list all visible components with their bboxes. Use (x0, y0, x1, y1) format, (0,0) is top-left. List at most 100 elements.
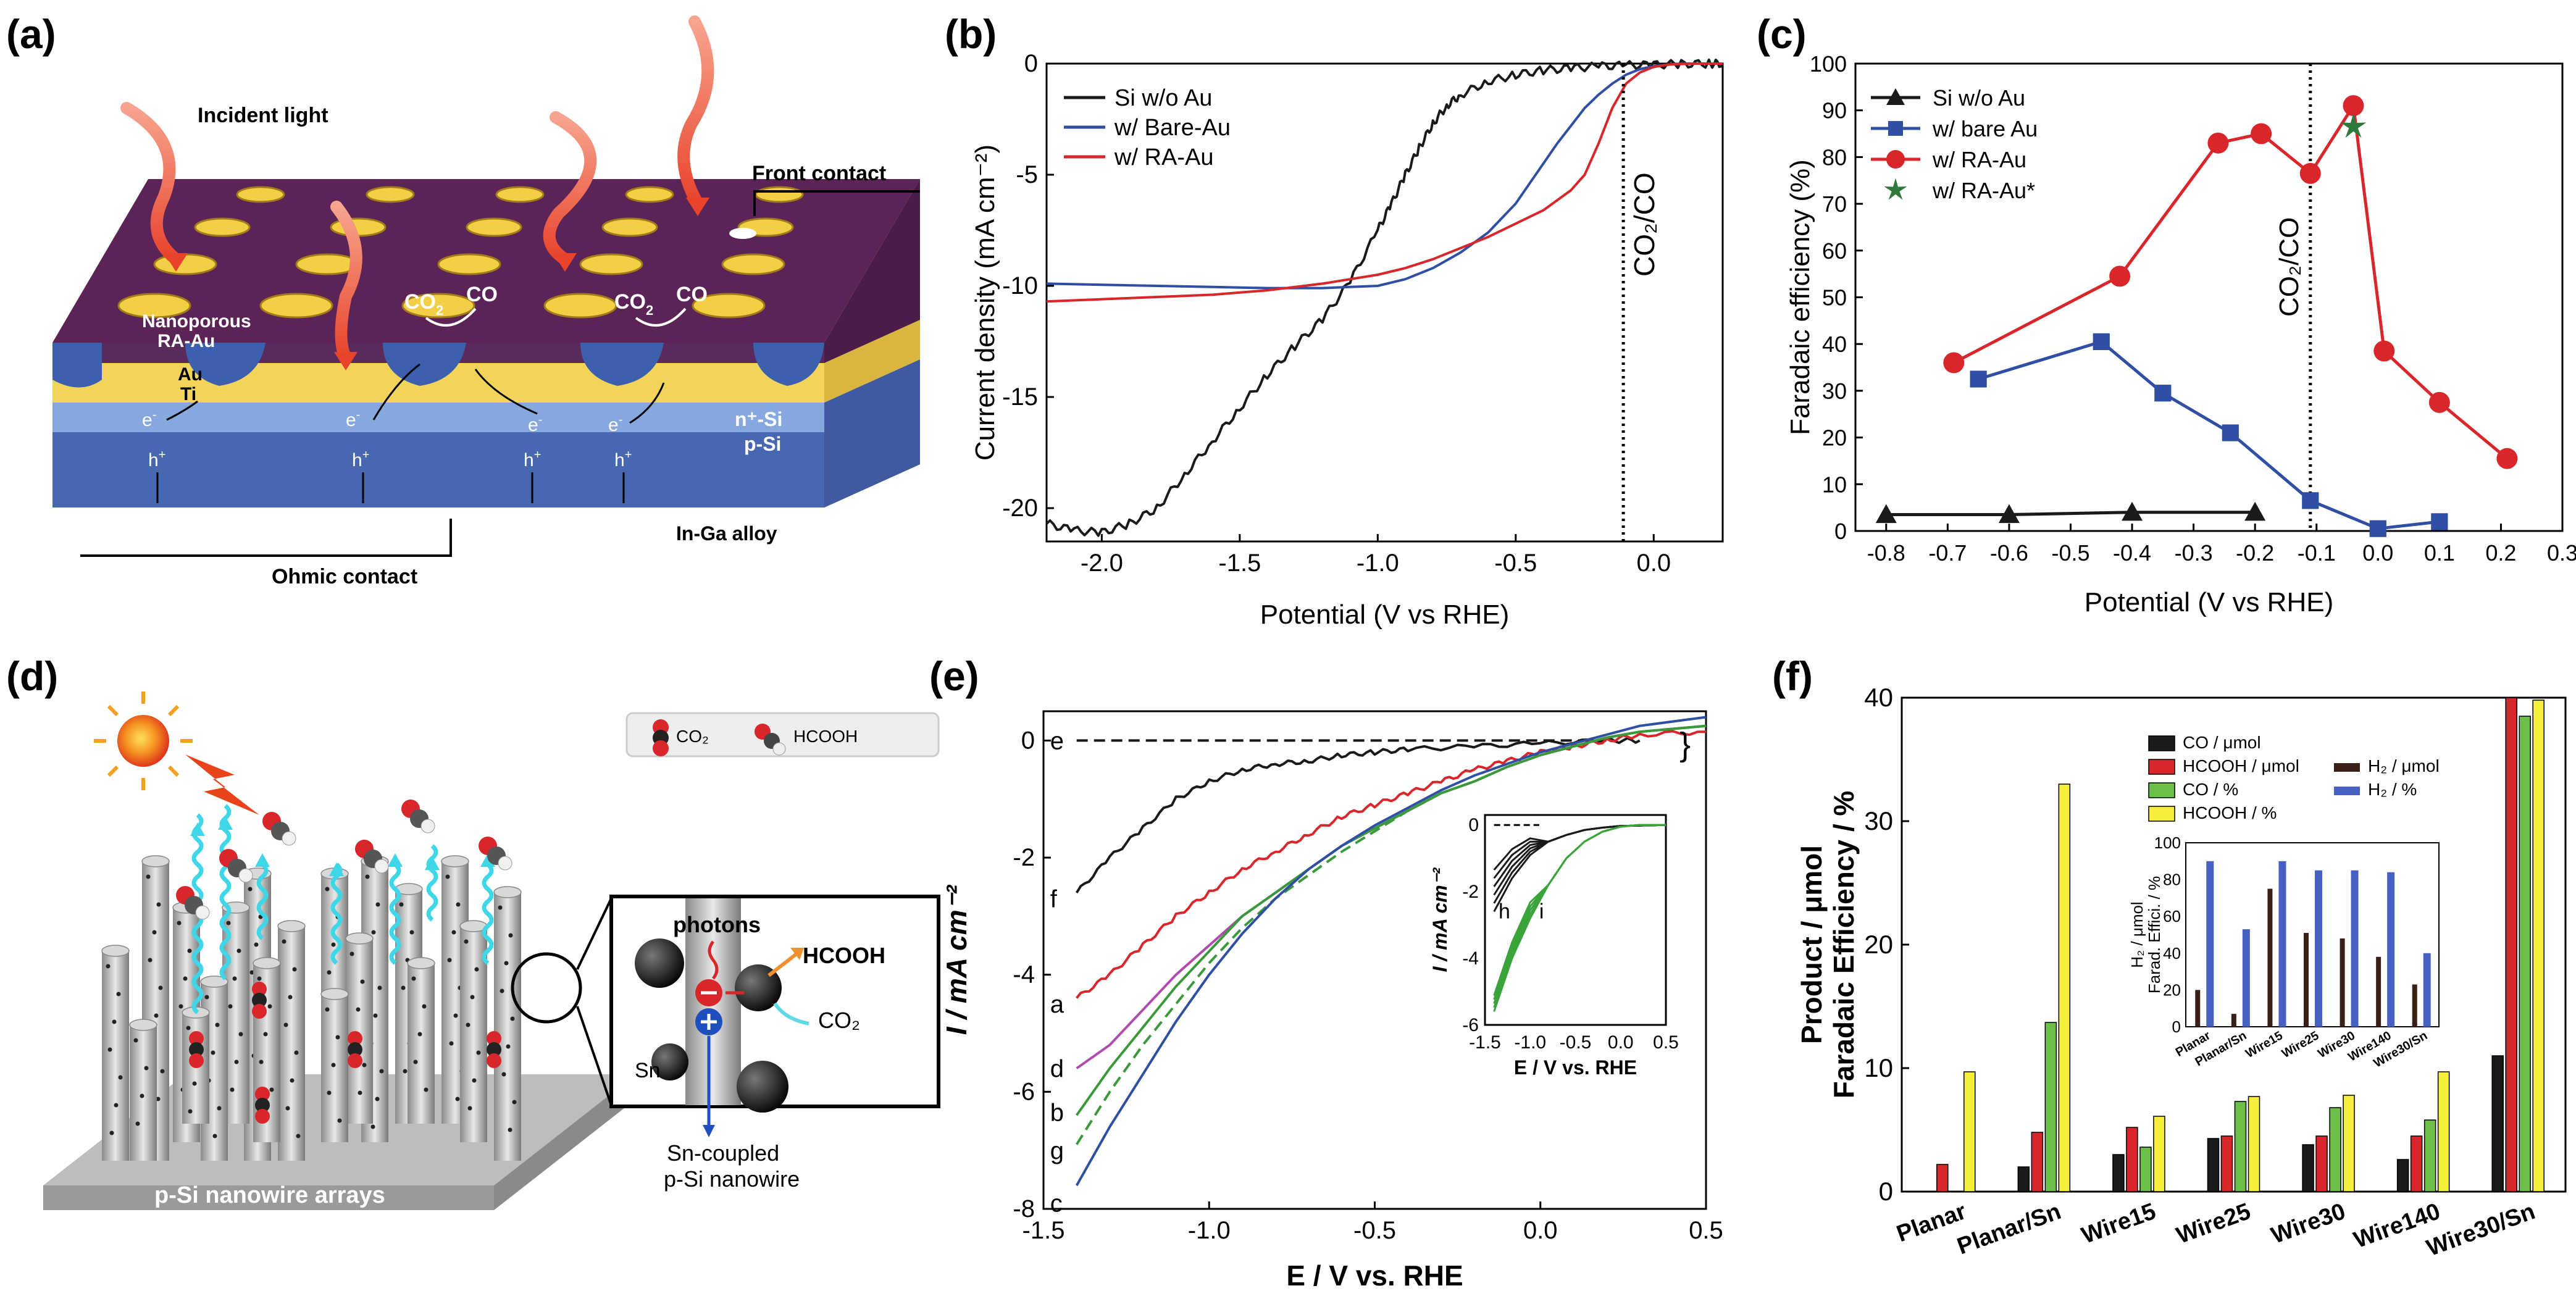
c-ylabel: Faradaic efficiency (%) (1785, 159, 1815, 435)
sn-dot (447, 958, 452, 963)
sn-dot (296, 1134, 301, 1139)
b-x-tick-label: -0.5 (1494, 549, 1537, 577)
e-y-tick-label: -6 (1013, 1078, 1035, 1105)
sn-dot (158, 985, 163, 990)
e-inset-curve-h (1493, 824, 1666, 871)
wavy-arrow (330, 863, 343, 965)
b-y-tick-label: 0 (1024, 50, 1038, 77)
f-y-tick-label: 40 (1864, 683, 1893, 712)
f-legend-label: H₂ / μmol (2368, 756, 2440, 775)
nanowire-top (141, 855, 170, 867)
co2-c (255, 1098, 270, 1113)
sn-dot (456, 902, 461, 907)
sn-dot (325, 887, 330, 892)
e-inset-x-tick-label: -1.5 (1469, 1032, 1501, 1053)
sn-dot (445, 874, 450, 879)
e-inset-curve-i (1493, 824, 1666, 996)
p-si-label: p-Si (744, 433, 781, 455)
panel-e: (e) -1.5 -1.0 -0.5 0.0 0.5 0 -2 -4 -6 -8 a b c d e f g} -… (929, 653, 1723, 1291)
f-inset-bar-umol (2340, 938, 2345, 1027)
panel-label-d: (d) (6, 653, 58, 699)
wavy-arrows (190, 804, 495, 1014)
c-y-tick-label: 30 (1822, 378, 1847, 404)
sn-dot (498, 905, 503, 910)
co2-o (255, 1087, 270, 1101)
au-side (824, 320, 920, 403)
svg-text:h+: h+ (524, 448, 541, 470)
f-legend-label: CO / % (2183, 780, 2238, 799)
sn-dot (504, 961, 509, 966)
sn-dot (226, 921, 231, 925)
sn-dot (187, 948, 192, 953)
au-label: Au (178, 364, 203, 385)
sn-dot (417, 1032, 422, 1037)
f-bar (2220, 1135, 2233, 1192)
sn-dot (401, 985, 406, 990)
f-inset-bar-pct (2206, 861, 2214, 1027)
c-series-line (1953, 104, 2508, 460)
zoom-line-bottom (576, 1006, 613, 1106)
svg-text:h+: h+ (352, 448, 369, 470)
e-x-tick-label: -0.5 (1353, 1217, 1396, 1244)
c-series-line (1978, 340, 2440, 530)
c-vline-label: CO₂/CO (2274, 217, 2304, 317)
sn-dot (230, 1087, 235, 1092)
b-vline-label: CO₂/CO (1628, 172, 1660, 277)
c-point (2343, 95, 2364, 117)
carrier-arrows (156, 363, 665, 503)
wavy-arrowhead (425, 856, 440, 870)
f-inset-bar-pct (2423, 953, 2431, 1027)
sn-dot (116, 992, 121, 996)
e-xlabel: E / V vs. RHE (1286, 1260, 1463, 1291)
sn-dot (107, 1047, 112, 1052)
c-point (2302, 492, 2319, 509)
incident-light-rays (120, 15, 714, 364)
nanowire-top (441, 855, 469, 867)
f-inset-bar-umol (2267, 888, 2273, 1027)
sn-dot (152, 930, 157, 935)
f-inset-bar-umol (2231, 1014, 2236, 1027)
sn-dot (467, 1106, 472, 1111)
zoom-circle (511, 952, 582, 1024)
sn-dot (379, 1069, 384, 1074)
p-si-layer (52, 432, 824, 508)
e-inset-y-tick-label: -2 (1462, 882, 1479, 902)
e-y-tick-label: -2 (1013, 844, 1035, 871)
f-bar (1936, 1164, 1949, 1192)
sn-dot (249, 970, 254, 975)
hcooh-h (282, 831, 296, 846)
f-legend-swatch (2148, 759, 2175, 775)
co2-o (348, 1031, 362, 1046)
panel-label-a: (a) (6, 11, 56, 57)
b-legend-label: w/ Bare-Au (1114, 115, 1231, 141)
f-category-label: Planar/Sn (1954, 1198, 2064, 1260)
f-bar (2112, 1154, 2125, 1192)
legend-co2-label: CO₂ (676, 727, 709, 746)
f-inset-y-tick-label: 0 (2172, 1017, 2181, 1036)
sn-dot (451, 930, 456, 935)
e-curve-label: a (1050, 991, 1064, 1018)
chart-e: -1.5 -1.0 -0.5 0.0 0.50-2-4-6-8abcdefg}-1.5-… (940, 710, 1723, 1291)
c-point (2207, 132, 2229, 154)
c-x-tick-label: -0.2 (2236, 540, 2274, 566)
c-x-tick-label: -0.6 (1990, 540, 2028, 566)
sn-dot (512, 1100, 517, 1105)
e-y-tick-label: -8 (1013, 1195, 1035, 1222)
f-inset-y-tick-label: 100 (2154, 834, 2181, 852)
sn-dot (140, 1093, 144, 1098)
c-point (2244, 501, 2266, 521)
sn-dot (413, 1059, 418, 1064)
sn-dot (422, 1004, 427, 1009)
e-inset-x-tick-label: 0.5 (1653, 1032, 1679, 1053)
sn-dot (411, 976, 416, 981)
e-curve-label: g (1050, 1137, 1064, 1164)
e-curve-label: e (1050, 727, 1064, 754)
c-y-tick-label: 0 (1834, 519, 1847, 544)
e-y-tick-label: 0 (1021, 727, 1035, 754)
c-x-tick-label: 0.0 (2362, 540, 2393, 566)
e-series-line (1076, 724, 1707, 1116)
sn-dot (453, 1013, 458, 1018)
c-x-tick-label: -0.8 (1867, 540, 1905, 566)
co2-o (252, 1004, 267, 1019)
